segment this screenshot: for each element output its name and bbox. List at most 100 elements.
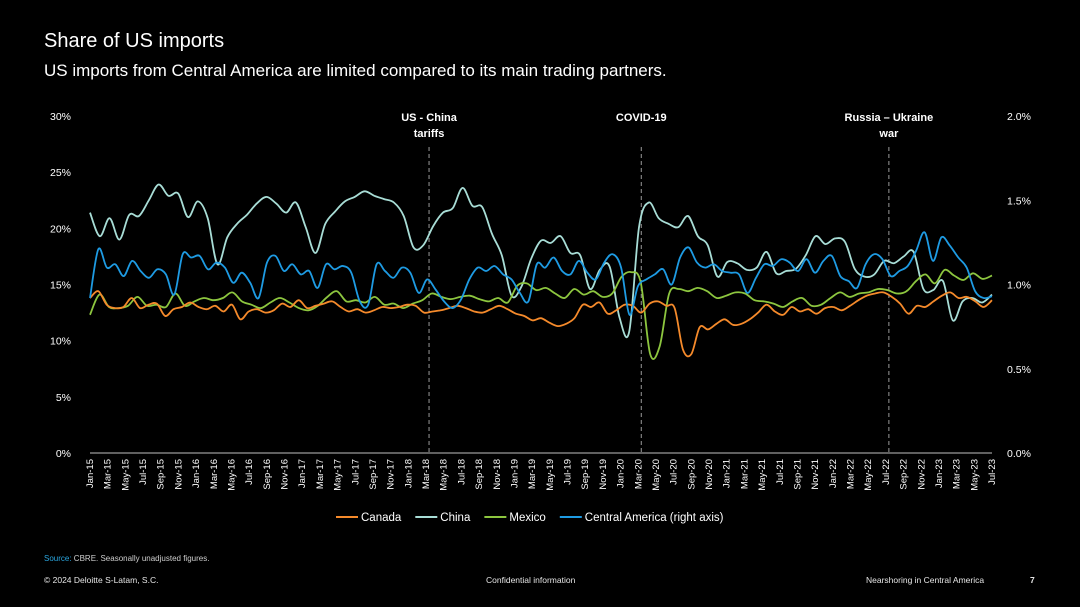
y-right-tick-label: 1.0% [1007,280,1031,292]
x-tick-label: Sep-19 [580,459,591,490]
x-tick-group: Jan-21 [722,459,733,488]
x-tick-group: Nov-21 [810,459,821,490]
legend-label: Central America (right axis) [585,512,724,524]
x-tick-group: Jan-18 [403,459,414,488]
x-tick-group: May-23 [969,459,980,491]
x-tick-group: Mar-18 [421,459,432,489]
x-tick-label: Mar-17 [315,459,326,489]
x-tick-group: Jan-17 [297,459,308,488]
y-left-tick-label: 5% [56,392,71,404]
slide-title: Share of US imports [44,30,225,52]
x-tick-label: May-21 [757,459,768,491]
x-tick-label: May-16 [226,459,237,491]
x-tick-label: May-23 [969,459,980,491]
x-tick-group: May-17 [333,459,344,491]
x-tick-label: Jan-23 [934,459,945,488]
x-tick-label: Jul-23 [987,459,998,485]
x-tick-group: Sep-22 [899,459,910,490]
x-tick-group: May-20 [651,459,662,491]
x-tick-label: Jul-19 [563,459,574,485]
x-tick-label: Jul-20 [669,459,680,485]
x-tick-group: May-19 [545,459,556,491]
x-tick-group: Nov-18 [492,459,503,490]
x-tick-label: Jul-21 [775,459,786,485]
x-tick-label: Mar-19 [527,459,538,489]
x-tick-label: Jul-17 [350,459,361,485]
annotation-label: war [878,128,899,140]
x-tick-group: Sep-21 [792,459,803,490]
x-tick-group: Mar-23 [952,459,963,489]
x-tick-group: Sep-18 [474,459,485,490]
annotation-label: tariffs [414,128,445,140]
x-tick-group: Mar-19 [527,459,538,489]
x-tick-group: Mar-22 [846,459,857,489]
x-tick-label: Sep-15 [156,459,167,490]
x-tick-group: Sep-16 [262,459,273,490]
x-tick-group: Mar-20 [633,459,644,489]
x-tick-label: Mar-20 [633,459,644,489]
footer-confidential: Confidential information [486,575,576,585]
x-tick-group: Jul-23 [987,459,998,485]
x-tick-label: Jul-16 [244,459,255,485]
y-left-tick-label: 0% [56,448,71,460]
annotation-label: US - China [401,112,457,124]
x-tick-label: May-15 [120,459,131,491]
x-tick-label: Nov-18 [492,459,503,490]
x-tick-label: Nov-20 [704,459,715,490]
y-right-tick-label: 2.0% [1007,111,1031,123]
x-tick-group: Jan-20 [616,459,627,488]
x-tick-label: Mar-22 [846,459,857,489]
x-tick-group: Jul-22 [881,459,892,485]
x-tick-group: Sep-20 [686,459,697,490]
x-tick-label: Sep-22 [899,459,910,490]
x-tick-label: May-20 [651,459,662,491]
x-tick-label: Jan-21 [722,459,733,488]
x-tick-group: May-22 [863,459,874,491]
x-tick-label: Sep-21 [792,459,803,490]
series-line [89,183,993,339]
legend-label: China [440,512,471,524]
x-tick-group: May-15 [120,459,131,491]
annotation-label: Russia – Ukraine [845,112,934,124]
y-left-tick-label: 25% [50,167,71,179]
x-tick-group: Mar-16 [209,459,220,489]
y-right-tick-label: 0.5% [1007,364,1031,376]
series-line [89,290,993,358]
x-tick-label: Nov-17 [386,459,397,490]
source-label: Source: [44,554,72,563]
x-tick-label: Sep-16 [262,459,273,490]
x-tick-group: Jan-19 [509,459,520,488]
x-tick-group: May-16 [226,459,237,491]
y-right-tick-label: 0.0% [1007,448,1031,460]
x-tick-group: Nov-20 [704,459,715,490]
x-tick-label: Jan-18 [403,459,414,488]
x-tick-label: Jul-18 [456,459,467,485]
chart-legend: Canada China Mexico Central America (right … [336,512,724,524]
x-tick-group: Jul-15 [138,459,149,485]
x-tick-label: Nov-15 [173,459,184,490]
x-tick-label: Jan-17 [297,459,308,488]
x-tick-label: Jul-22 [881,459,892,485]
x-tick-group: Mar-17 [315,459,326,489]
legend-label: Canada [361,512,402,524]
x-tick-group: Jul-20 [669,459,680,485]
y-right-tick-label: 1.5% [1007,195,1031,207]
x-tick-label: May-22 [863,459,874,491]
x-tick-group: May-21 [757,459,768,491]
x-tick-label: Jul-15 [138,459,149,485]
slide-subtitle: US imports from Central America are limi… [44,61,667,80]
x-tick-label: May-19 [545,459,556,491]
source-note: Source: CBRE. Seasonally unadjusted figu… [44,554,209,563]
x-tick-label: Mar-23 [952,459,963,489]
x-tick-group: Jul-16 [244,459,255,485]
x-tick-group: May-18 [439,459,450,491]
x-tick-group: Jul-19 [563,459,574,485]
x-tick-label: Mar-18 [421,459,432,489]
annotation-label: COVID-19 [616,112,667,124]
x-tick-label: Nov-22 [916,459,927,490]
x-tick-group: Mar-15 [103,459,114,489]
footer-copyright: © 2024 Deloitte S-Latam, S.C. [44,575,159,585]
x-tick-group: Jan-23 [934,459,945,488]
x-tick-group: Sep-15 [156,459,167,490]
x-tick-label: Jan-19 [509,459,520,488]
